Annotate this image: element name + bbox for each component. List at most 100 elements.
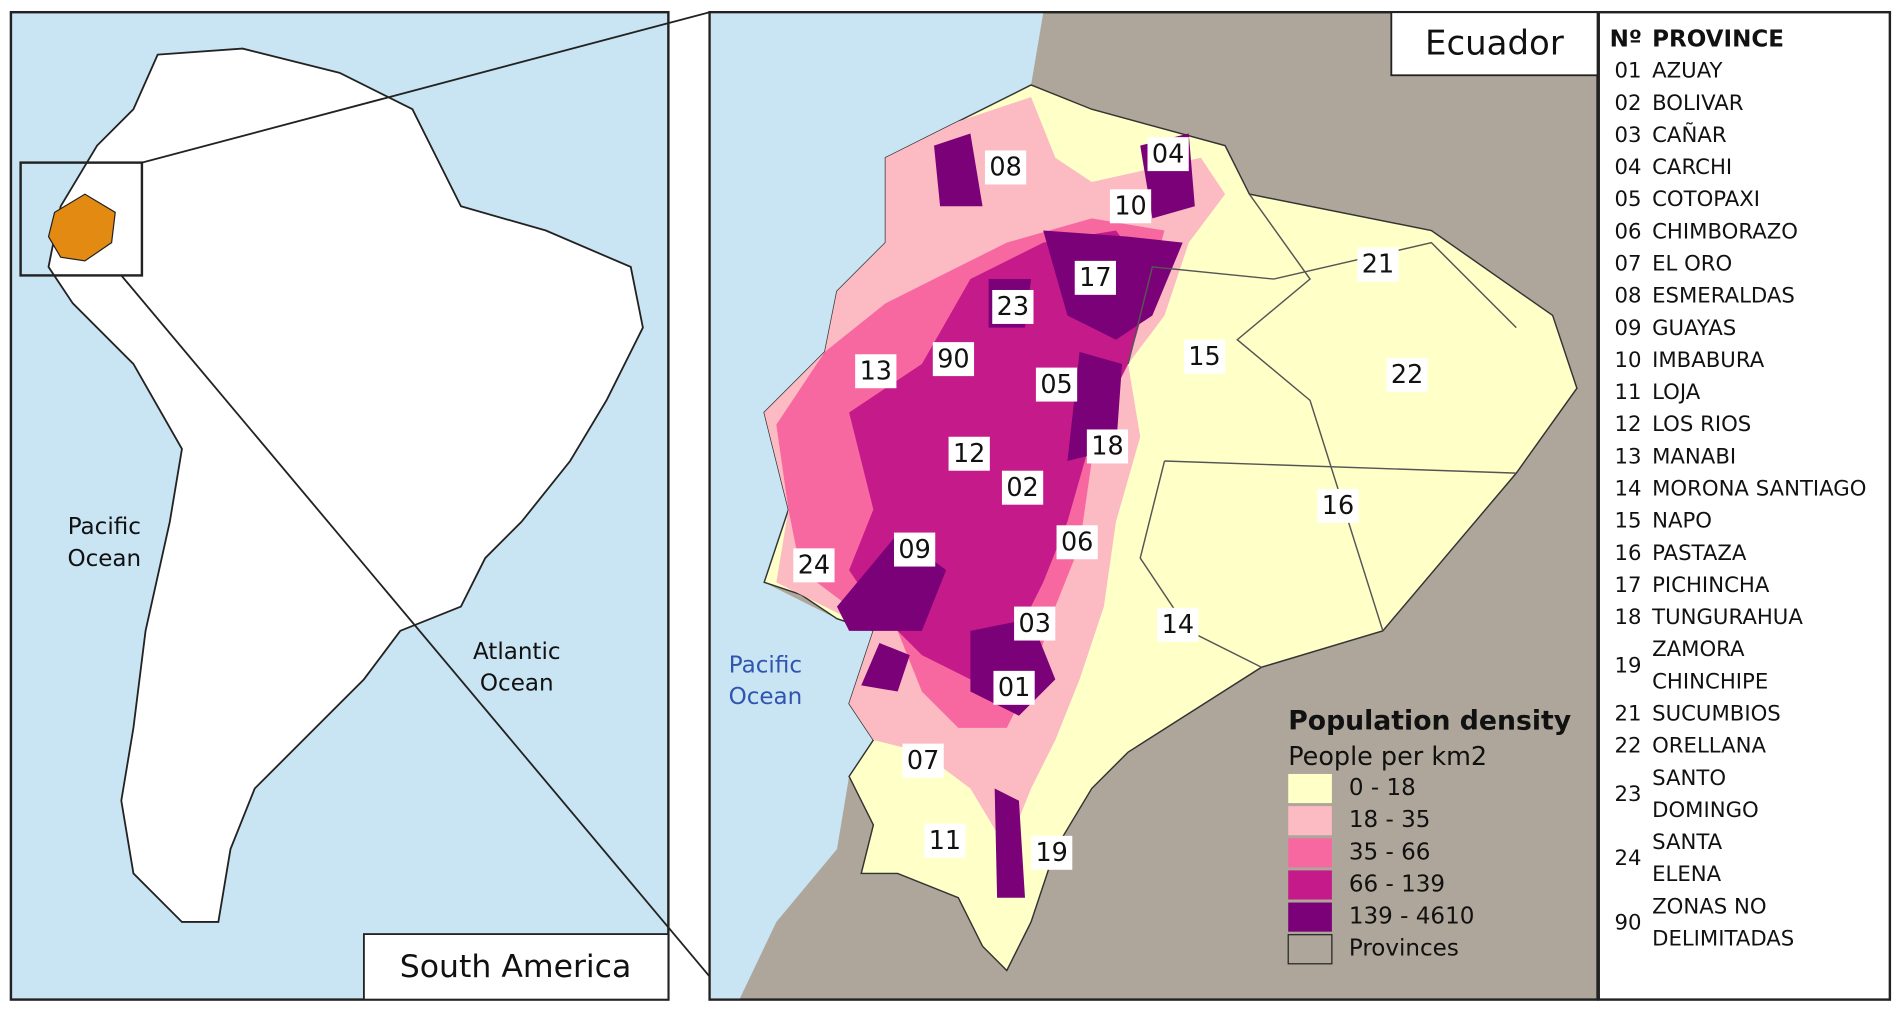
label-box [1001,470,1044,505]
province-label: 12 [953,439,985,469]
list-name: CARCHI [1652,155,1732,180]
list-number: 24 [1615,846,1642,871]
label-box [1157,607,1199,642]
label-box [1357,247,1399,282]
label-box [1031,835,1073,870]
ocean-labels: Pacific Ocean Atlantic Ocean [67,514,560,696]
zoom-line [120,274,711,978]
province-label: 24 [798,551,830,581]
label-box [1074,260,1116,295]
list-number: 04 [1615,155,1642,180]
list-name: BOLIVAR [1652,91,1744,116]
list-name: PASTAZA [1652,541,1747,566]
province-border [1127,193,1517,668]
label-box [893,532,936,567]
density-zone [836,133,1195,898]
province-label: 11 [929,826,961,856]
legend-label: Provinces [1349,936,1459,962]
list-number: 17 [1615,573,1642,598]
list-name: ZAMORA [1652,637,1745,662]
ecuador-inset [47,193,116,262]
list-name: EL ORO [1652,252,1732,277]
legend-label: 35 - 66 [1349,839,1431,865]
list-name: MORONA SANTIAGO [1652,477,1866,502]
list-number: 02 [1615,91,1642,116]
province-label: 18 [1091,432,1123,462]
legend-swatch [1288,902,1332,932]
list-name: PICHINCHA [1652,573,1770,598]
list-header: Nº [1610,27,1642,53]
list-name: NAPO [1652,509,1712,534]
label-box [992,289,1034,324]
list-name: DOMINGO [1652,798,1759,823]
list-number: 07 [1615,252,1642,277]
label-box [1014,606,1056,641]
title-box [362,933,670,1001]
zoom-line [141,11,710,164]
south-america [47,47,644,923]
province-label: 08 [989,153,1021,183]
label-box [1035,367,1078,402]
province-label: 10 [1114,191,1146,221]
province-label: 16 [1322,491,1354,521]
legend-label: 0 - 18 [1349,775,1416,801]
legend-swatch [1288,806,1332,836]
list-name: MANABI [1652,444,1736,469]
label-box [948,436,990,471]
legend-swatch [1287,934,1333,965]
province-label: 07 [907,746,939,776]
province-label: 09 [898,535,930,565]
label-box [993,670,1035,705]
legend-subtitle: People per km2 [1288,742,1487,772]
list-number: 09 [1615,316,1642,341]
list-number: 16 [1615,541,1642,566]
label-box [1317,488,1359,523]
list-number: 23 [1615,782,1642,807]
label-box [1086,429,1129,464]
legend-label: 18 - 35 [1349,807,1431,833]
province-label: 03 [1018,609,1050,639]
ocean-label: Ocean [480,671,554,697]
label-box [924,823,966,858]
list-name: ZONAS NO [1652,894,1766,919]
list-number: 21 [1615,702,1642,727]
list-name: COTOPAXI [1652,187,1760,212]
legend-label: 139 - 4610 [1349,904,1475,930]
label-box [902,743,944,778]
list-name: CAÑAR [1652,121,1727,148]
list-name: ORELLANA [1652,734,1766,759]
province-label: 90 [937,344,969,374]
province-label: 14 [1162,610,1194,640]
list-number: 15 [1615,509,1642,534]
label-box [855,354,897,389]
list-name: GUAYAS [1652,316,1736,341]
list-name: DELIMITADAS [1652,927,1794,952]
list-number: 11 [1615,380,1642,405]
list-name: LOS RIOS [1652,412,1751,437]
province-label: 19 [1035,838,1067,868]
legend-swatch [1288,870,1332,900]
list-name: SANTA [1652,830,1723,855]
list-number: 05 [1615,187,1642,212]
list-number: 14 [1615,477,1642,502]
province-label: 15 [1188,342,1220,372]
province-label: 02 [1006,473,1038,503]
list-panel [1597,10,1892,1001]
list-number: 22 [1615,734,1642,759]
main-title: Ecuador [1425,23,1564,63]
list-name: AZUAY [1652,59,1722,84]
list-header: PROVINCE [1652,27,1784,53]
province-label: 21 [1362,250,1394,280]
label-box [1147,137,1189,172]
list-number: 90 [1615,910,1642,935]
zoom-box [19,161,144,277]
list-number: 01 [1615,59,1642,84]
list-number: 03 [1615,123,1642,148]
ocean-label: Ocean [729,684,803,710]
list-name: LOJA [1652,380,1701,405]
ocean-label: Atlantic [473,639,561,665]
legend-title: Population density [1288,705,1571,736]
island [861,642,910,692]
province-label: 06 [1061,527,1093,557]
